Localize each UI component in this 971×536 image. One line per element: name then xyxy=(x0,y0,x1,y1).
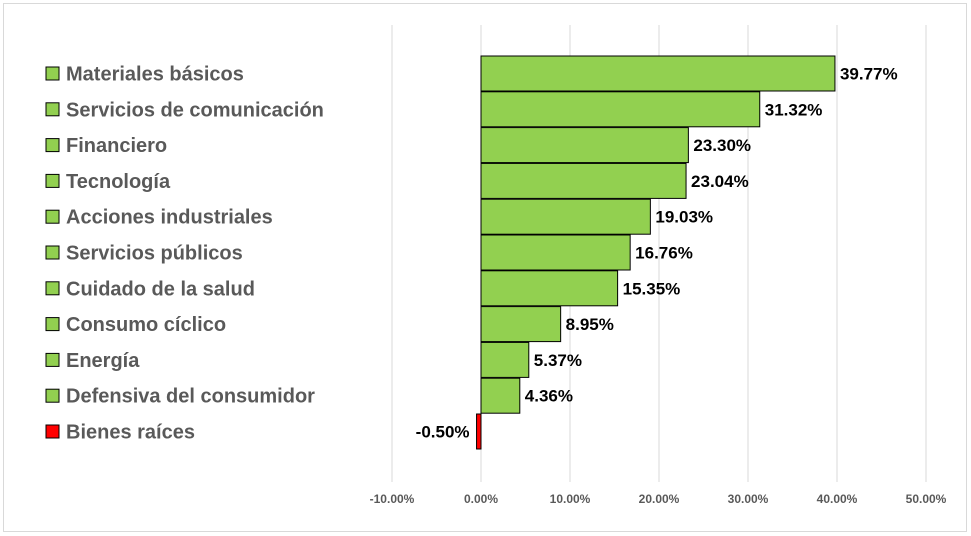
data-label: 39.77% xyxy=(840,65,898,84)
bar xyxy=(480,306,562,343)
x-tick-label: 40.00% xyxy=(817,492,858,506)
legend-marker xyxy=(45,138,60,153)
category-label: Financiero xyxy=(66,135,167,157)
category-label: Consumo cíclico xyxy=(66,314,226,336)
bar xyxy=(480,198,651,235)
legend-marker xyxy=(45,352,60,367)
bar xyxy=(480,91,761,128)
data-label: 16.76% xyxy=(635,244,693,263)
bar xyxy=(480,55,836,92)
category-label: Tecnología xyxy=(66,171,171,193)
data-label: 19.03% xyxy=(655,208,713,227)
data-label: 5.37% xyxy=(534,351,582,370)
x-tick-label: 0.00% xyxy=(464,492,498,506)
bar xyxy=(480,270,619,307)
legend-marker xyxy=(45,209,60,224)
bar xyxy=(480,127,689,164)
legend-marker xyxy=(45,173,60,188)
data-label: 23.04% xyxy=(691,172,749,191)
category-label: Bienes raíces xyxy=(66,422,195,444)
legend-marker xyxy=(45,66,60,81)
legend-marker xyxy=(45,317,60,332)
data-label: 15.35% xyxy=(623,279,681,298)
legend-marker xyxy=(45,424,60,439)
x-tick-label: 20.00% xyxy=(639,492,680,506)
x-tick-label: 30.00% xyxy=(728,492,769,506)
data-label: 8.95% xyxy=(566,315,614,334)
legend-marker xyxy=(45,245,60,260)
data-label: -0.50% xyxy=(416,423,470,442)
legend-marker xyxy=(45,388,60,403)
x-tick-label: 50.00% xyxy=(906,492,947,506)
category-label: Servicios de comunicación xyxy=(66,99,324,121)
x-tick-label: 10.00% xyxy=(550,492,591,506)
x-tick-label: -10.00% xyxy=(370,492,415,506)
legend-marker xyxy=(45,102,60,117)
data-label: 4.36% xyxy=(525,387,573,406)
bar xyxy=(480,377,521,414)
category-label: Defensiva del consumidor xyxy=(66,386,315,408)
category-label: Servicios públicos xyxy=(66,243,243,265)
category-label: Acciones industriales xyxy=(66,207,273,229)
legend-marker xyxy=(45,281,60,296)
bar xyxy=(480,341,530,378)
bar xyxy=(476,413,482,450)
data-label: 23.30% xyxy=(693,136,751,155)
bar xyxy=(480,234,631,271)
category-label: Cuidado de la salud xyxy=(66,278,255,300)
bar xyxy=(480,162,687,199)
category-label: Energía xyxy=(66,350,140,372)
category-label: Materiales básicos xyxy=(66,64,244,86)
data-label: 31.32% xyxy=(765,100,823,119)
